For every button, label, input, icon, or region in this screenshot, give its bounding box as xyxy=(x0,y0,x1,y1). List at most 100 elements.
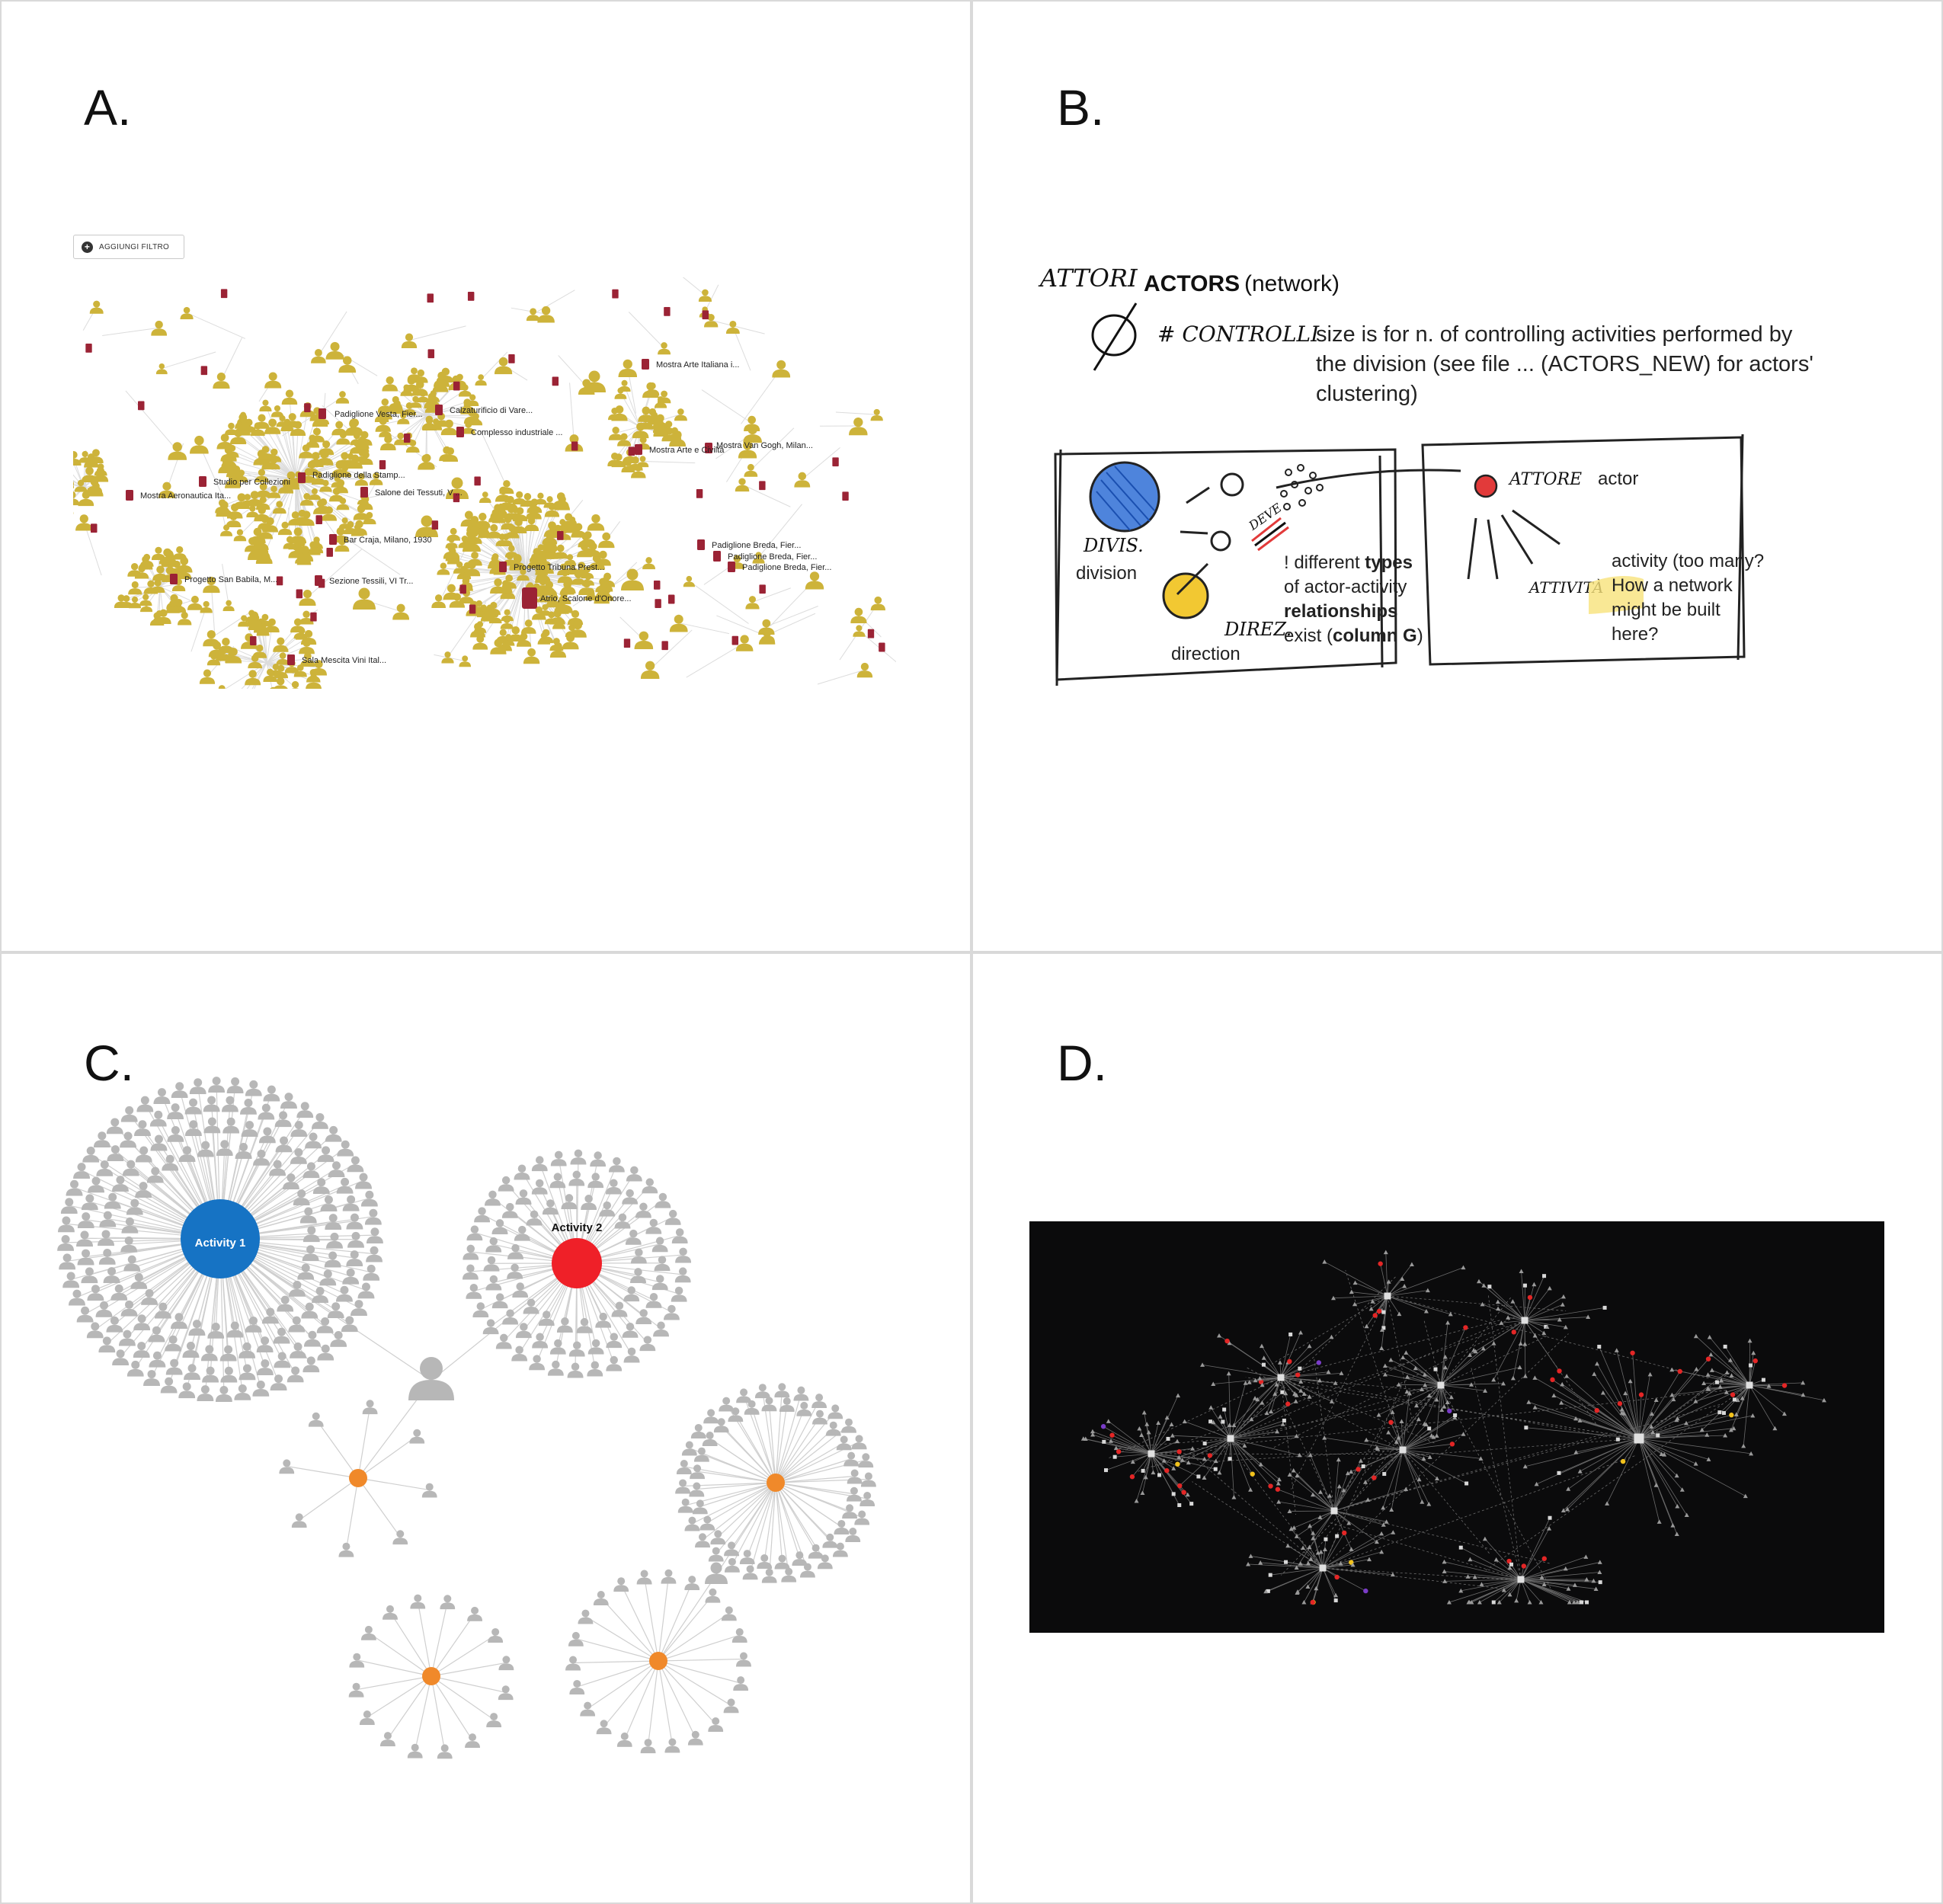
actor-node xyxy=(529,1355,546,1371)
actor-node xyxy=(239,1098,257,1115)
activity-node xyxy=(557,530,564,540)
network-node xyxy=(1422,1372,1427,1377)
network-node xyxy=(1597,1345,1602,1349)
network-node xyxy=(1231,1495,1237,1499)
network-node xyxy=(1260,1400,1265,1405)
network-node xyxy=(1379,1549,1384,1554)
actor-node xyxy=(597,532,615,549)
network-node xyxy=(1287,1358,1292,1365)
actor-node xyxy=(671,1228,688,1244)
actor-node xyxy=(258,1127,276,1144)
network-node xyxy=(1675,1503,1680,1509)
actor-node xyxy=(561,1194,578,1210)
actor-node xyxy=(165,1335,182,1352)
network-node xyxy=(1509,1562,1514,1566)
network-node xyxy=(1389,1507,1394,1512)
actor-node xyxy=(484,1190,501,1206)
network-node xyxy=(1659,1451,1664,1456)
network-node xyxy=(1547,1526,1552,1531)
activity-node xyxy=(456,427,464,437)
activity-node-label: Sezione Tessili, VI Tr... xyxy=(329,577,413,586)
activity-node xyxy=(759,481,766,491)
actor-node xyxy=(623,1347,640,1363)
actor-node xyxy=(118,1330,136,1346)
actor-node xyxy=(703,1409,719,1424)
actor-node xyxy=(663,1304,680,1320)
actor-node xyxy=(317,1146,335,1163)
actor-node xyxy=(474,1207,491,1223)
activity-node-label: Studio per Collezioni xyxy=(213,478,290,487)
activity-node xyxy=(635,444,642,455)
network-node xyxy=(1386,1429,1391,1435)
network-node xyxy=(1495,1299,1500,1304)
actor-node xyxy=(148,1326,165,1342)
network-node xyxy=(1701,1381,1707,1385)
network-node xyxy=(1221,1419,1225,1424)
network-node xyxy=(1176,1449,1182,1454)
network-node xyxy=(1419,1387,1424,1391)
network-node xyxy=(1295,1372,1301,1378)
actor-node xyxy=(514,1164,530,1180)
network-node xyxy=(1563,1566,1568,1571)
network-node xyxy=(1330,1295,1336,1301)
network-node xyxy=(1358,1458,1363,1463)
network-node xyxy=(1597,1570,1602,1574)
actor-node xyxy=(407,1743,423,1758)
actor-node xyxy=(606,1355,623,1371)
network-node xyxy=(1477,1600,1482,1605)
network-node xyxy=(1675,1416,1680,1421)
network-node xyxy=(1322,1547,1327,1551)
hub-node xyxy=(1399,1446,1407,1454)
actor-node xyxy=(596,1720,612,1735)
network-node xyxy=(1571,1600,1576,1605)
hand-divis: DIVIS. xyxy=(1083,535,1144,556)
network-node xyxy=(1171,1492,1176,1496)
network-node xyxy=(1169,1422,1174,1427)
hub-node xyxy=(1227,1435,1234,1442)
activity-node xyxy=(628,446,635,456)
network-node xyxy=(1724,1370,1730,1374)
network-node xyxy=(1282,1419,1286,1423)
network-node xyxy=(1740,1396,1745,1400)
activity-node xyxy=(315,515,322,525)
network-node xyxy=(1170,1433,1175,1438)
network-node xyxy=(1266,1589,1270,1593)
actor-node xyxy=(841,1418,857,1433)
actor-node xyxy=(735,478,750,492)
network-node xyxy=(1185,1492,1190,1497)
actor-node xyxy=(511,1346,528,1362)
activity-node-label: Salone dei Tessuti, V ... xyxy=(375,488,463,498)
actor-node xyxy=(581,1195,597,1211)
network-node xyxy=(1324,1537,1328,1541)
network-node xyxy=(1294,1565,1299,1570)
actor-node xyxy=(856,662,873,678)
network-node xyxy=(1514,1598,1519,1603)
actor-node xyxy=(286,1366,304,1383)
network-node xyxy=(1166,1436,1170,1441)
actor-node xyxy=(253,1149,270,1166)
actor-node xyxy=(719,1397,735,1412)
add-filter-button[interactable]: + AGGIUNGI FILTRO xyxy=(73,235,184,259)
hand-attore: ATTORE xyxy=(1508,470,1582,489)
actor-node xyxy=(739,1550,755,1565)
network-node xyxy=(1409,1262,1414,1267)
network-node xyxy=(1247,1380,1252,1384)
network-node xyxy=(1729,1413,1734,1418)
actor-node xyxy=(264,372,282,389)
network-node xyxy=(1171,1466,1176,1470)
network-node xyxy=(1298,1330,1304,1335)
activity-node xyxy=(403,434,411,443)
actor-node xyxy=(222,1117,240,1134)
actor-node xyxy=(774,1554,790,1570)
network-node xyxy=(1334,1574,1340,1580)
actor-node xyxy=(677,1498,693,1513)
network-node xyxy=(1227,1422,1232,1428)
network-node xyxy=(1705,1432,1710,1437)
network-node xyxy=(1670,1523,1676,1528)
activity-node xyxy=(655,599,661,609)
actor-node xyxy=(538,1310,555,1326)
actor-node xyxy=(501,1202,518,1218)
sketch-dots xyxy=(1280,464,1324,510)
network-node xyxy=(1310,1599,1315,1605)
actor-node xyxy=(811,1394,827,1409)
